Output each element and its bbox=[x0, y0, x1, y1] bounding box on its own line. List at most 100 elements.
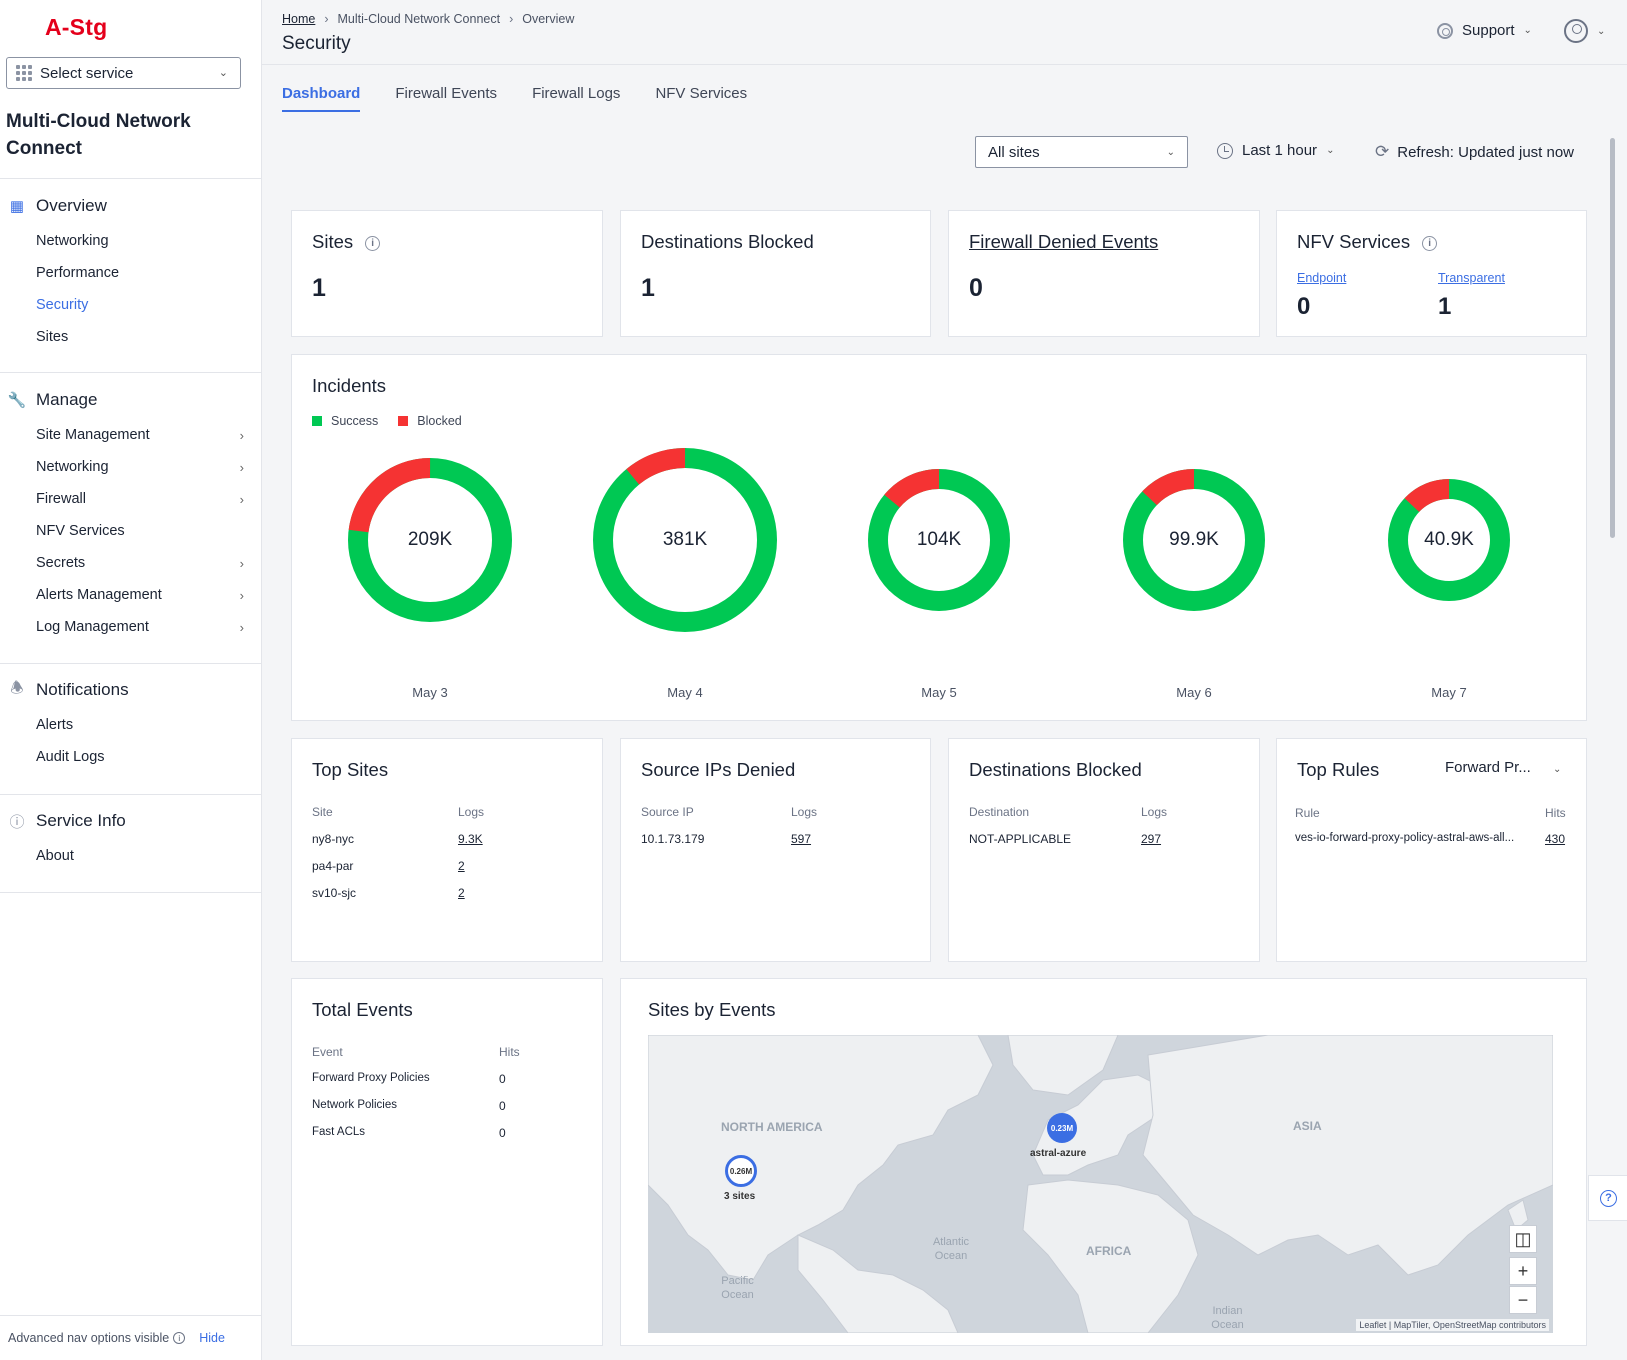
chevron-right-icon: › bbox=[239, 427, 244, 443]
tab-nfv-services[interactable]: NFV Services bbox=[655, 85, 748, 102]
incident-donut[interactable]: 104K bbox=[868, 469, 1010, 611]
map-cluster-marker[interactable]: 0.26M bbox=[725, 1155, 757, 1187]
legend-blocked[interactable]: Blocked bbox=[398, 414, 462, 428]
nav-divider bbox=[0, 178, 262, 179]
transparent-link[interactable]: Transparent bbox=[1438, 271, 1505, 285]
incidents-card: Incidents Success Blocked 209K May 3 381K M… bbox=[291, 354, 1587, 721]
tab-bar: Dashboard Firewall Events Firewall Logs … bbox=[282, 85, 782, 112]
lifebuoy-icon bbox=[1437, 22, 1453, 39]
incident-donut[interactable]: 99.9K bbox=[1123, 469, 1265, 611]
sidebar-item-alerts-management[interactable]: Alerts Management › bbox=[36, 587, 244, 603]
top-sites-card: Top Sites Site Logs ny8-nyc 9.3K pa4-par… bbox=[291, 738, 603, 962]
sidebar-item-audit-logs[interactable]: Audit Logs bbox=[36, 749, 105, 765]
legend-success[interactable]: Success bbox=[312, 414, 378, 428]
table-cell-logs-link[interactable]: 9.3K bbox=[458, 832, 483, 846]
info-icon[interactable]: i bbox=[1422, 236, 1438, 251]
user-menu[interactable]: ⌄ bbox=[1564, 19, 1605, 43]
tab-firewall-events[interactable]: Firewall Events bbox=[395, 85, 498, 102]
sidebar-item-secrets[interactable]: Secrets › bbox=[36, 555, 244, 571]
destinations-blocked-stat-card: Destinations Blocked 1 bbox=[620, 210, 931, 337]
info-icon[interactable]: i bbox=[365, 236, 381, 251]
sidebar-item-sites[interactable]: Sites bbox=[36, 329, 69, 345]
donut-date-label: May 3 bbox=[412, 685, 448, 700]
card-title: Sites by Events bbox=[648, 999, 776, 1020]
nav-group-title: ▦ Overview bbox=[9, 196, 107, 215]
map-site-marker[interactable]: 0.23M bbox=[1047, 1113, 1077, 1143]
sidebar-item-alerts[interactable]: Alerts bbox=[36, 717, 74, 733]
breadcrumb-section[interactable]: Multi-Cloud Network Connect bbox=[337, 12, 501, 26]
brand-logo: A-Stg bbox=[45, 14, 108, 40]
sidebar-item-networking-manage[interactable]: Networking › bbox=[36, 459, 244, 475]
donut-date-label: May 5 bbox=[921, 685, 957, 700]
user-avatar-icon bbox=[1564, 19, 1588, 43]
clock-icon bbox=[1217, 142, 1233, 159]
time-range-select[interactable]: Last 1 hour ⌄ bbox=[1217, 142, 1334, 159]
column-header-hits: Hits bbox=[499, 1045, 520, 1059]
chevron-down-icon: ⌄ bbox=[1326, 145, 1335, 156]
sidebar-item-nfv-services[interactable]: NFV Services bbox=[36, 523, 125, 539]
table-cell-logs-link[interactable]: 297 bbox=[1141, 832, 1162, 846]
card-title: Source IPs Denied bbox=[641, 759, 796, 780]
sidebar-item-firewall[interactable]: Firewall › bbox=[36, 491, 244, 507]
nfv-services-stat-card: NFV Services i Endpoint 0 Transparent 1 bbox=[1276, 210, 1587, 337]
world-map[interactable]: NORTH AMERICA ASIA AFRICA Atlantic Ocean… bbox=[648, 1035, 1553, 1333]
endpoint-link[interactable]: Endpoint bbox=[1297, 271, 1347, 285]
tab-firewall-logs[interactable]: Firewall Logs bbox=[532, 85, 621, 102]
sidebar-item-log-management[interactable]: Log Management › bbox=[36, 619, 244, 635]
grid-icon bbox=[16, 65, 32, 81]
incident-donut[interactable]: 209K bbox=[348, 458, 512, 622]
table-cell-site: sv10-sjc bbox=[312, 886, 357, 900]
nav-group-title: 🕭 Notifications bbox=[0, 677, 262, 703]
map-landmass bbox=[648, 1035, 1553, 1333]
donut-total: 99.9K bbox=[1169, 529, 1219, 550]
sidebar-item-about[interactable]: About bbox=[36, 848, 74, 864]
map-attribution[interactable]: Leaflet | MapTiler, OpenStreetMap contri… bbox=[1356, 1319, 1549, 1331]
support-menu[interactable]: Support ⌄ bbox=[1437, 22, 1532, 39]
service-select[interactable]: Select service ⌄ bbox=[6, 57, 241, 89]
zoom-out-button[interactable]: − bbox=[1509, 1286, 1537, 1314]
chevron-right-icon: › bbox=[239, 555, 244, 571]
top-rules-type-select[interactable]: Forward Pr... ⌄ bbox=[1445, 759, 1562, 776]
donut-blocked-arc bbox=[1123, 469, 1265, 611]
sidebar-item-security[interactable]: Security bbox=[36, 297, 89, 313]
firewall-denied-events-link[interactable]: Firewall Denied Events bbox=[969, 231, 1159, 252]
incident-donut[interactable]: 381K bbox=[593, 448, 777, 632]
service-select-label: Select service bbox=[40, 64, 134, 82]
sidebar-item-networking[interactable]: Networking bbox=[36, 233, 109, 249]
donut-date-label: May 6 bbox=[1176, 685, 1212, 700]
donut-date-label: May 7 bbox=[1431, 685, 1467, 700]
table-cell-rule: ves-io-forward-proxy-policy-astral-aws-a… bbox=[1295, 832, 1515, 844]
chevron-down-icon: ⌄ bbox=[1166, 146, 1175, 158]
firewall-denied-count: 0 bbox=[969, 274, 983, 302]
refresh-button[interactable]: ⟳ Refresh: Updated just now bbox=[1375, 142, 1575, 161]
table-cell-logs-link[interactable]: 2 bbox=[458, 886, 465, 900]
chevron-down-icon: ⌄ bbox=[1553, 764, 1562, 775]
top-bar: Home › Multi-Cloud Network Connect › Ove… bbox=[262, 0, 1627, 65]
app-title: Multi-Cloud Network Connect bbox=[6, 111, 191, 159]
sites-filter-select[interactable]: All sites ⌄ bbox=[975, 136, 1188, 168]
fit-bounds-icon[interactable]: ◫ bbox=[1509, 1225, 1537, 1253]
table-cell-hits-link[interactable]: 430 bbox=[1545, 832, 1566, 846]
hide-nav-options-link[interactable]: Hide bbox=[199, 1331, 225, 1345]
breadcrumb-home[interactable]: Home bbox=[282, 12, 316, 26]
legend-swatch bbox=[398, 416, 409, 426]
page-scrollbar[interactable] bbox=[1610, 138, 1615, 538]
nav-group-title: 🔧 Manage bbox=[7, 390, 98, 409]
help-button[interactable]: ? bbox=[1588, 1175, 1627, 1221]
zoom-in-button[interactable]: + bbox=[1509, 1257, 1537, 1285]
nav-footer: Advanced nav options visible i Hide bbox=[0, 1315, 262, 1360]
table-cell-logs-link[interactable]: 2 bbox=[458, 859, 465, 873]
sidebar-item-site-management[interactable]: Site Management › bbox=[36, 427, 244, 443]
table-cell-logs-link[interactable]: 597 bbox=[791, 832, 812, 846]
bell-icon: 🕭 bbox=[10, 679, 24, 697]
breadcrumb: Home › Multi-Cloud Network Connect › Ove… bbox=[282, 12, 574, 26]
info-icon: ⓘ bbox=[9, 813, 25, 831]
incident-donut[interactable]: 40.9K bbox=[1388, 479, 1510, 601]
endpoint-count: 0 bbox=[1297, 293, 1311, 320]
nav-group-overview: ▦ Overview Networking Performance Securi… bbox=[0, 193, 262, 353]
page-title: Security bbox=[282, 33, 351, 54]
sidebar-item-performance[interactable]: Performance bbox=[36, 265, 120, 281]
sites-by-events-card: Sites by Events NORTH AMERICA ASIA AFRIC… bbox=[620, 978, 1587, 1346]
nav-group-title: ⓘ Service Info bbox=[9, 811, 126, 831]
tab-dashboard[interactable]: Dashboard bbox=[282, 85, 361, 112]
